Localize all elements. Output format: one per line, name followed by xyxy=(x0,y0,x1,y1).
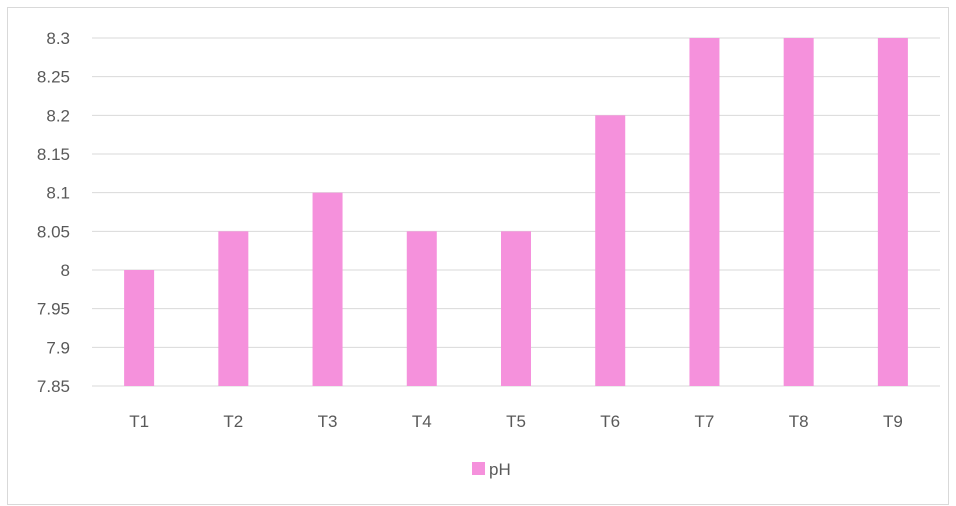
y-tick-label-8.15: 8.15 xyxy=(37,145,70,164)
legend-swatch-ph xyxy=(472,462,485,475)
y-tick-label-8.2: 8.2 xyxy=(46,106,70,125)
bars xyxy=(124,38,908,386)
bar-t7 xyxy=(689,38,720,386)
bar-t1 xyxy=(124,270,155,386)
bar-t4 xyxy=(406,231,437,386)
x-tick-label-t4: T4 xyxy=(412,412,432,431)
bar-t9 xyxy=(877,38,908,386)
bar-t8 xyxy=(783,38,814,386)
bar-t3 xyxy=(312,192,343,386)
x-tick-label-t1: T1 xyxy=(129,412,149,431)
y-tick-label-8.25: 8.25 xyxy=(37,68,70,87)
x-tick-label-t8: T8 xyxy=(789,412,809,431)
x-tick-label-t7: T7 xyxy=(695,412,715,431)
x-tick-label-t5: T5 xyxy=(506,412,526,431)
y-axis-tick-labels: 7.85 7.9 7.95 8 8.05 8.1 8.15 8.2 8.25 8.3 xyxy=(37,29,70,396)
y-tick-label-8.1: 8.1 xyxy=(46,184,70,203)
legend: pH xyxy=(472,460,511,479)
x-axis-tick-labels: T1 T2 T3 T4 T5 T6 T7 T8 T9 xyxy=(129,412,903,431)
x-tick-label-t2: T2 xyxy=(223,412,243,431)
bar-t6 xyxy=(595,115,626,386)
legend-label-ph: pH xyxy=(489,460,511,479)
y-tick-label-8: 8 xyxy=(61,261,70,280)
x-tick-label-t6: T6 xyxy=(600,412,620,431)
bar-t2 xyxy=(218,231,249,386)
y-tick-label-7.9: 7.9 xyxy=(46,338,70,357)
bar-t5 xyxy=(501,231,531,386)
y-tick-label-8.05: 8.05 xyxy=(37,222,70,241)
x-tick-label-t3: T3 xyxy=(318,412,338,431)
y-tick-label-7.95: 7.95 xyxy=(37,300,70,319)
x-tick-label-t9: T9 xyxy=(883,412,903,431)
y-tick-label-7.85: 7.85 xyxy=(37,377,70,396)
y-tick-label-8.3: 8.3 xyxy=(46,29,70,48)
